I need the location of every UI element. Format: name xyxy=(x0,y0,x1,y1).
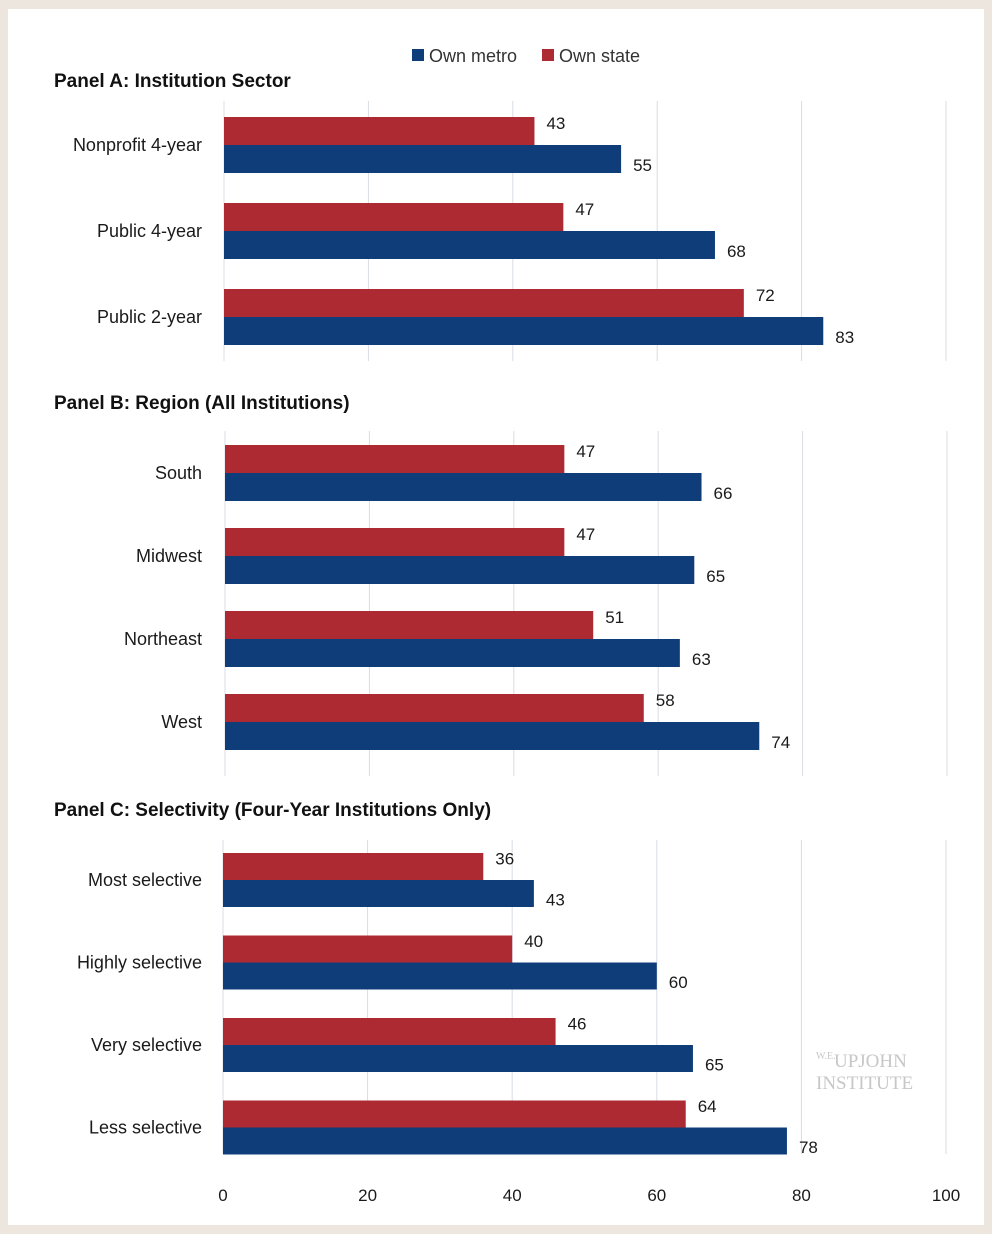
bar-own-state xyxy=(223,853,484,880)
panel-title: Panel B: Region (All Institutions) xyxy=(54,393,350,414)
category-label: Northeast xyxy=(124,629,202,649)
data-label: 43 xyxy=(546,891,565,910)
category-label: Most selective xyxy=(88,870,202,890)
bar-own-metro xyxy=(225,473,702,501)
data-label: 65 xyxy=(705,1056,724,1075)
bar-own-state xyxy=(224,203,564,231)
bar-own-state xyxy=(225,445,565,473)
x-tick-label: 100 xyxy=(932,1186,960,1205)
data-label: 36 xyxy=(495,850,514,869)
data-label: 51 xyxy=(605,608,624,627)
bar-own-state xyxy=(223,1018,556,1045)
bar-own-state xyxy=(225,694,644,722)
bar-own-metro xyxy=(224,317,824,345)
bar-own-metro xyxy=(224,231,715,259)
x-tick-label: 20 xyxy=(358,1186,377,1205)
data-label: 40 xyxy=(524,932,543,951)
data-label: 46 xyxy=(568,1015,587,1034)
category-label: Nonprofit 4-year xyxy=(73,135,202,155)
data-label: 43 xyxy=(546,114,565,133)
data-label: 83 xyxy=(835,328,854,347)
data-label: 66 xyxy=(714,484,733,503)
category-label: Less selective xyxy=(89,1118,202,1138)
panel-b: Panel B: Region (All Institutions) South 4… xyxy=(54,393,948,776)
data-label: 68 xyxy=(727,242,746,261)
category-label: South xyxy=(155,463,202,483)
x-tick-label: 60 xyxy=(647,1186,666,1205)
legend-label-own-metro: Own metro xyxy=(429,46,517,66)
x-tick-label: 0 xyxy=(218,1186,227,1205)
data-label: 64 xyxy=(698,1097,717,1116)
bar-own-metro xyxy=(223,962,657,990)
data-label: 58 xyxy=(656,691,675,710)
category-label: Public 4-year xyxy=(97,221,202,241)
category-label: West xyxy=(161,712,202,732)
legend-label-own-state: Own state xyxy=(559,46,640,66)
panel-title: Panel C: Selectivity (Four-Year Institut… xyxy=(54,800,491,821)
panel-a: Panel A: Institution Sector Nonprofit 4-y… xyxy=(54,71,947,361)
category-label: Public 2-year xyxy=(97,307,202,327)
data-label: 72 xyxy=(756,286,775,305)
category-label: Highly selective xyxy=(77,953,202,973)
data-label: 55 xyxy=(633,156,652,175)
bar-own-metro xyxy=(225,556,695,584)
x-tick-label: 80 xyxy=(792,1186,811,1205)
bar-own-metro xyxy=(223,880,534,907)
legend-swatch-own-state xyxy=(542,49,554,61)
category-label: Very selective xyxy=(91,1035,202,1055)
bar-own-state xyxy=(224,289,744,317)
data-label: 74 xyxy=(771,733,790,752)
bar-own-metro xyxy=(225,722,760,750)
bar-own-state xyxy=(223,1100,686,1128)
x-tick-label: 40 xyxy=(503,1186,522,1205)
bar-own-metro xyxy=(225,639,680,667)
bar-own-state xyxy=(224,117,535,145)
panel-c: Panel C: Selectivity (Four-Year Institut… xyxy=(54,800,960,1205)
legend-swatch-own-metro xyxy=(412,49,424,61)
watermark-logo-line1: UPJOHN xyxy=(834,1051,907,1072)
chart-frame: Own metro Own state Panel A: Institution S… xyxy=(8,9,984,1225)
bar-own-state xyxy=(225,528,565,556)
panel-title: Panel A: Institution Sector xyxy=(54,71,291,92)
watermark-logo-line2: INSTITUTE xyxy=(816,1073,913,1094)
watermark-logo-prefix: W.E. xyxy=(816,1051,836,1062)
data-label: 60 xyxy=(669,973,688,992)
bar-own-metro xyxy=(223,1127,787,1155)
bar-own-state xyxy=(225,611,594,639)
data-label: 78 xyxy=(799,1138,818,1157)
chart-svg: Own metro Own state Panel A: Institution S… xyxy=(54,46,960,1205)
category-label: Midwest xyxy=(136,546,202,566)
data-label: 63 xyxy=(692,650,711,669)
bar-own-metro xyxy=(223,1045,693,1072)
data-label: 47 xyxy=(575,200,594,219)
data-label: 65 xyxy=(706,567,725,586)
data-label: 47 xyxy=(576,525,595,544)
bar-own-state xyxy=(223,935,513,963)
data-label: 47 xyxy=(576,442,595,461)
bar-own-metro xyxy=(224,145,622,173)
